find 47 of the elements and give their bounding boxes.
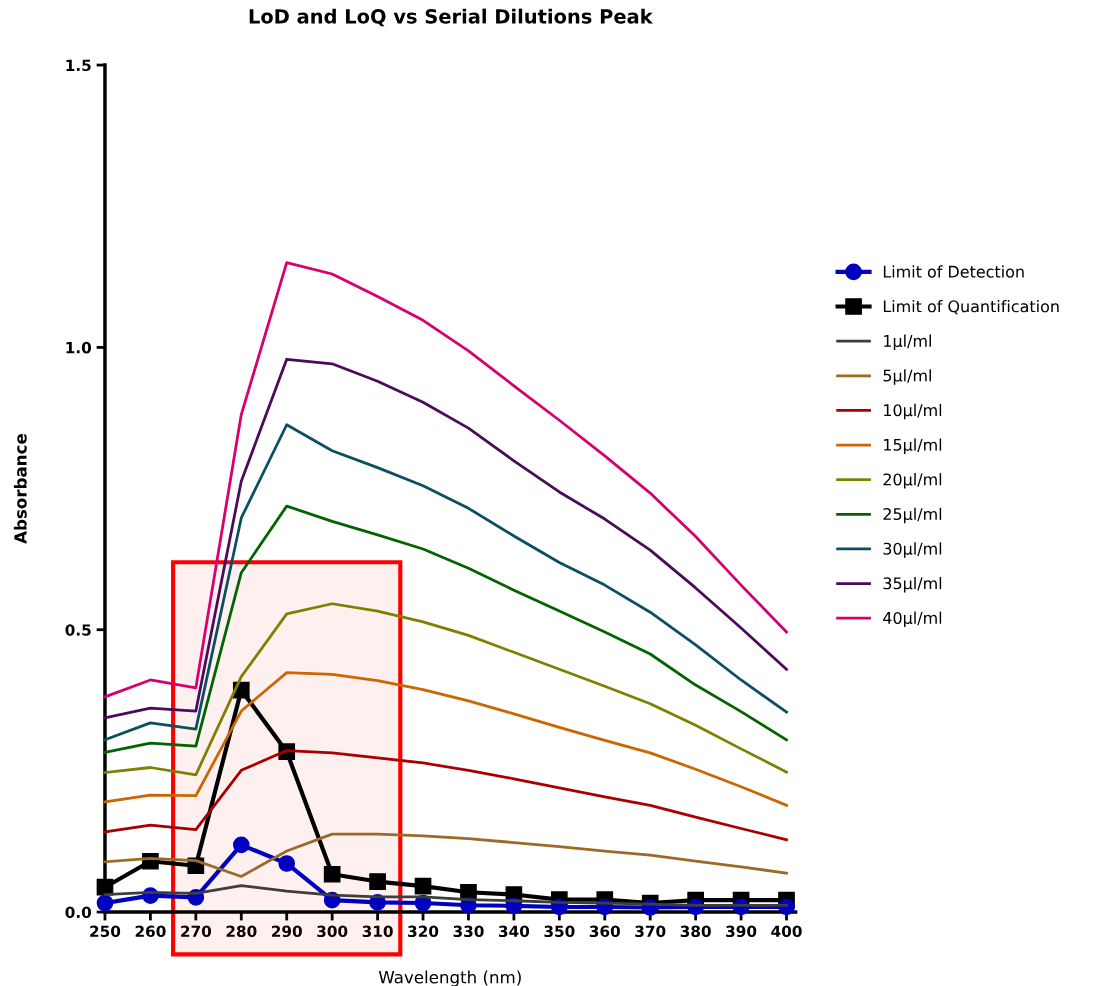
point [96, 894, 114, 912]
x-tick-label: 290 [271, 925, 302, 938]
x-tick-label: 310 [362, 925, 393, 938]
x-tick-label: 250 [90, 925, 121, 938]
y-axis-title: Absorbance [13, 434, 27, 544]
legend-label: 15μl/ml [884, 438, 942, 454]
x-tick-label: 280 [226, 925, 257, 938]
line-series [103, 671, 788, 807]
x-tick-label: 320 [408, 925, 439, 938]
legend-label: 10μl/ml [884, 403, 942, 420]
legend-label: Limit of Detection [883, 265, 1024, 278]
x-tick-label: 400 [771, 925, 802, 938]
legend-label: 35μl/ml [883, 576, 942, 593]
point [278, 855, 296, 872]
line-series [103, 423, 788, 742]
y-tick-label: 0.0 [65, 906, 92, 919]
legend-label: 30μl/ml [883, 542, 942, 558]
point [232, 836, 250, 854]
x-tick-label: 350 [544, 925, 575, 938]
line-series [103, 602, 788, 777]
x-tick-label: 390 [726, 925, 757, 938]
x-axis-title: Wavelength (nm) [378, 970, 521, 986]
legend-label: Limit of Quantification [883, 299, 1059, 315]
point [369, 873, 386, 890]
point [323, 865, 341, 883]
y-tick-label: 1.5 [66, 59, 91, 72]
legend-label: 20μl/ml [883, 473, 942, 489]
line-series [103, 261, 788, 699]
x-tick-label: 340 [498, 925, 530, 938]
chart-title: LoD and LoQ vs Serial Dilutions Peak [249, 8, 653, 27]
legend-label: 1μl/ml [884, 334, 931, 351]
x-tick-label: 360 [589, 925, 620, 938]
x-tick-label: 370 [635, 925, 666, 938]
line-series [103, 832, 788, 878]
line-series [103, 504, 788, 754]
legend-label: 25μl/ml [883, 507, 942, 524]
x-tick-label: 380 [680, 925, 711, 938]
y-tick-label: 1.0 [66, 341, 92, 354]
x-tick-label: 300 [317, 925, 348, 938]
point [414, 877, 432, 895]
line-series [103, 357, 788, 720]
legend-label: 40μl/ml [883, 611, 942, 628]
x-tick-label: 260 [135, 925, 166, 938]
x-tick-label: 270 [181, 925, 212, 938]
x-tick-label: 330 [453, 925, 484, 938]
legend-label: 5μl/ml [883, 369, 931, 385]
y-tick-label: 0.5 [65, 624, 91, 636]
